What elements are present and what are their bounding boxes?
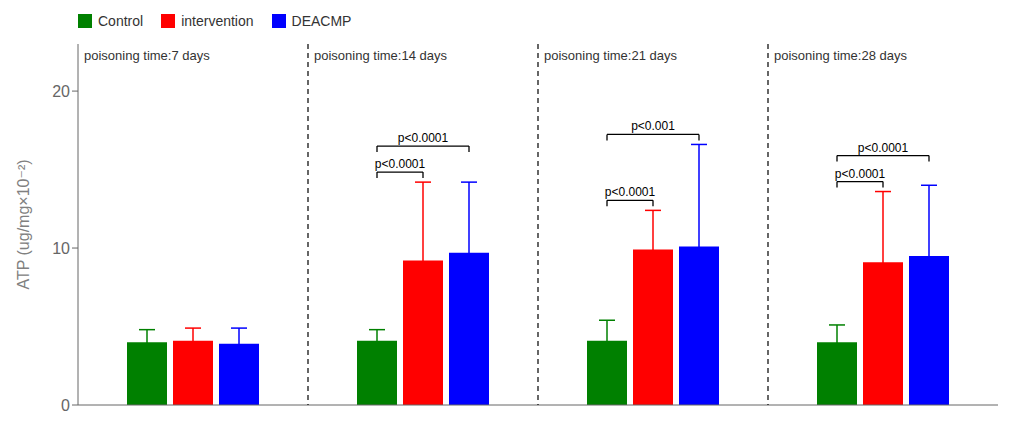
html-text:DEACMP: DEACMP bbox=[291, 13, 352, 29]
svg-text:20: 20 bbox=[52, 83, 70, 100]
html-text:intervention: intervention bbox=[181, 13, 254, 29]
svg-text:p<0.0001: p<0.0001 bbox=[835, 167, 886, 181]
svg-text:p<0.0001: p<0.0001 bbox=[605, 185, 656, 199]
svg-text:poisoning time:14 days: poisoning time:14 days bbox=[314, 48, 447, 63]
svg-text:poisoning time:28 days: poisoning time:28 days bbox=[774, 48, 907, 63]
svg-text:p<0.0001: p<0.0001 bbox=[398, 131, 449, 145]
svg-text:p<0.0001: p<0.0001 bbox=[375, 157, 426, 171]
svg-text:10: 10 bbox=[52, 240, 70, 257]
svg-text:ATP (ug/mg×10⁻²): ATP (ug/mg×10⁻²) bbox=[15, 159, 32, 289]
svg-text:0: 0 bbox=[61, 397, 70, 414]
html-text:Control: Control bbox=[98, 13, 144, 29]
svg-text:p<0.001: p<0.001 bbox=[631, 119, 675, 133]
svg-text:p<0.0001: p<0.0001 bbox=[858, 141, 909, 155]
svg-text:poisoning time:7 days: poisoning time:7 days bbox=[84, 48, 210, 63]
svg-text:poisoning time:21 days: poisoning time:21 days bbox=[544, 48, 677, 63]
